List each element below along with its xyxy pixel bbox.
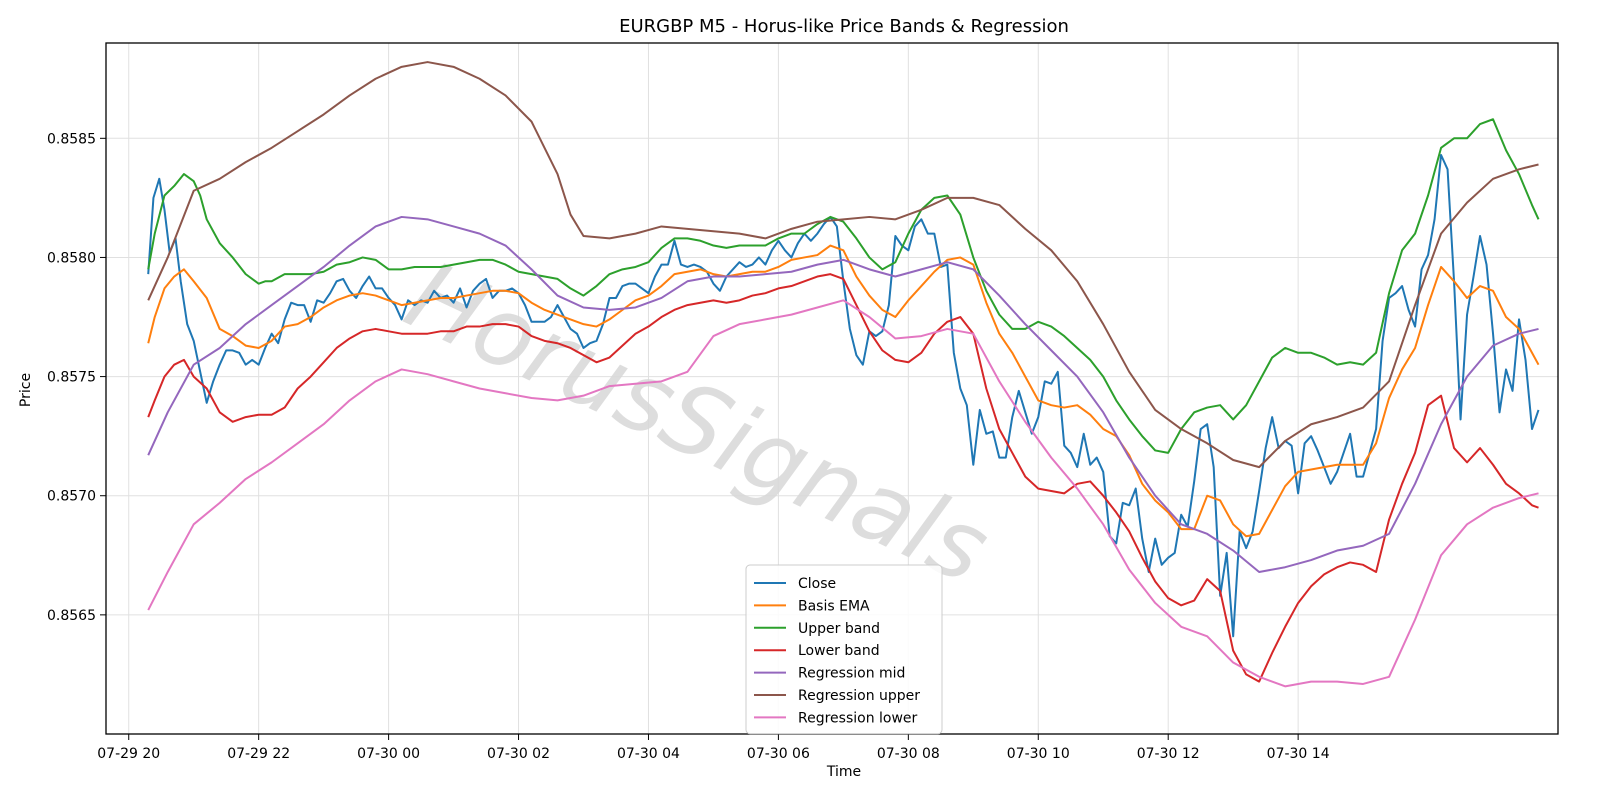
legend-label: Lower band [798, 643, 880, 659]
legend-box [745, 564, 943, 735]
legend-label: Regression upper [798, 688, 920, 704]
legend-label: Regression mid [798, 666, 905, 682]
x-tick-label: 07-30 06 [747, 746, 810, 762]
series-line-regression-upper [147, 61, 1539, 469]
series-line-close [147, 153, 1540, 638]
series-line-regression-lower [147, 299, 1539, 688]
y-tick-label: 0.8585 [47, 131, 96, 147]
x-tick-label: 07-30 02 [487, 746, 550, 762]
series-line-regression-mid [147, 215, 1539, 573]
series-lines [147, 61, 1540, 688]
chart-title: EURGBP M5 - Horus-like Price Bands & Reg… [619, 16, 1069, 37]
y-axis-label: Price [18, 373, 34, 407]
legend-label: Regression lower [798, 710, 918, 726]
x-tick-label: 07-30 12 [1137, 746, 1200, 762]
y-tick-label: 0.8575 [47, 370, 96, 386]
x-tick-label: 07-30 00 [357, 746, 420, 762]
y-tick-label: 0.8570 [47, 489, 96, 505]
legend-label: Upper band [798, 621, 880, 637]
x-tick-label: 07-30 14 [1267, 746, 1330, 762]
series-line-basis-ema [147, 244, 1540, 538]
x-tick-label: 07-29 20 [97, 746, 160, 762]
series-line-lower-band [147, 273, 1539, 683]
x-tick-label: 07-30 04 [617, 746, 680, 762]
legend: Close Basis EMA Upper band Lower band Regres… [745, 564, 943, 735]
ticks: 07-29 20 07-29 22 07-30 00 07-30 02 07-30 04… [47, 131, 1330, 762]
x-tick-label: 07-29 22 [227, 746, 290, 762]
y-tick-label: 0.8565 [47, 608, 96, 624]
x-tick-label: 07-30 08 [877, 746, 940, 762]
legend-label: Close [798, 576, 836, 592]
x-tick-label: 07-30 10 [1007, 746, 1070, 762]
x-axis-label: Time [826, 764, 861, 780]
legend-label: Basis EMA [798, 598, 870, 614]
y-tick-label: 0.8580 [47, 250, 96, 266]
